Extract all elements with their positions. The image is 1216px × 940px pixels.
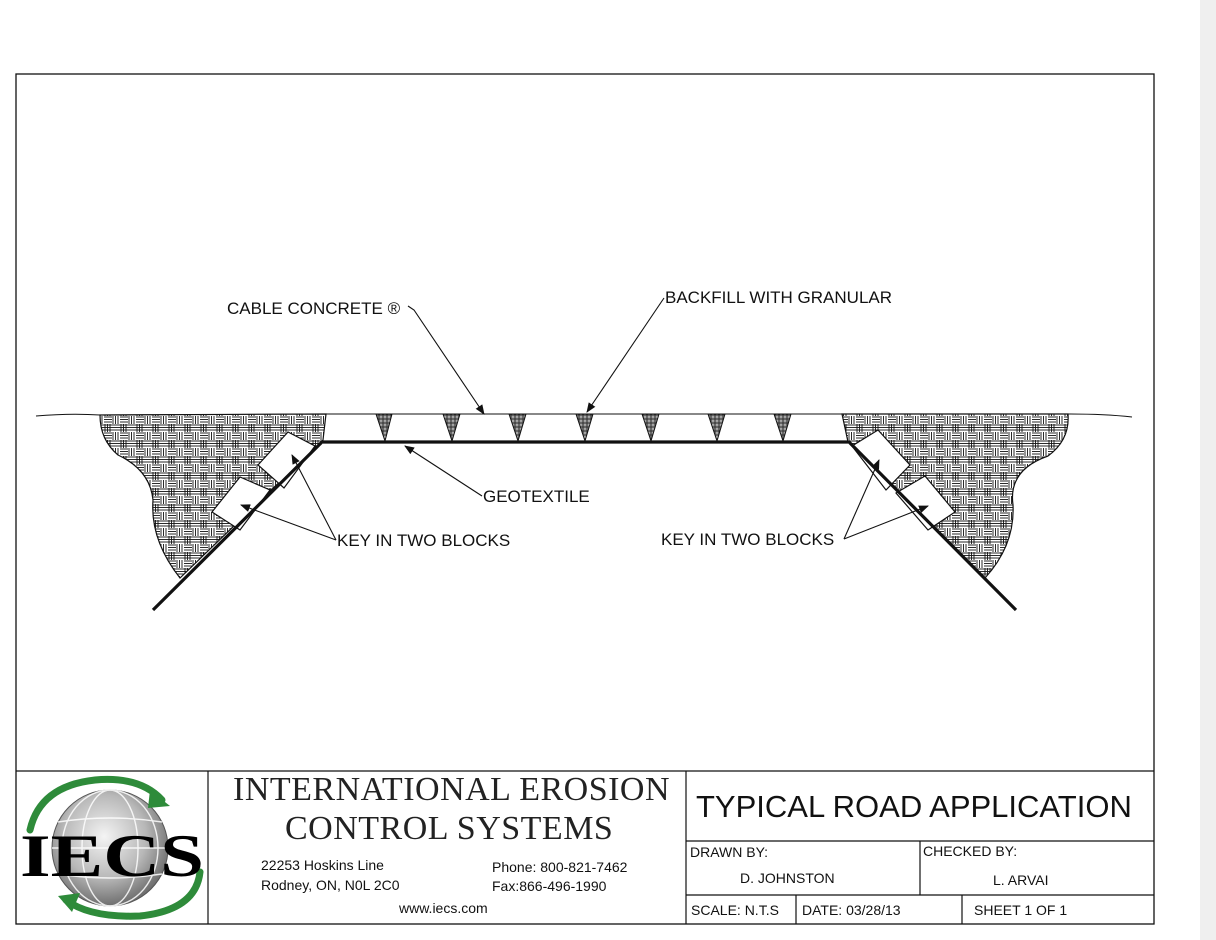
website: www.iecs.com <box>398 900 488 916</box>
address-line1: 22253 Hoskins Line <box>261 857 384 873</box>
green-swoosh-bottom <box>62 868 204 920</box>
address-line2: Rodney, ON, N0L 2C0 <box>261 877 400 893</box>
drawn-by-value: D. JOHNSTON <box>740 870 835 886</box>
logo-text: IECS <box>20 823 204 889</box>
drawing-title: TYPICAL ROAD APPLICATION <box>696 789 1132 824</box>
checked-by-label: CHECKED BY: <box>923 843 1017 859</box>
title-block <box>16 770 1154 924</box>
company-name-line1: INTERNATIONAL EROSION <box>233 771 670 808</box>
drawn-by-label: DRAWN BY: <box>690 844 768 860</box>
drawing-border <box>15 73 1155 925</box>
left-key-blocks <box>211 431 316 531</box>
label-geotextile: GEOTEXTILE <box>483 487 590 506</box>
leader-lines <box>240 297 929 541</box>
fax: Fax:866-496-1990 <box>492 878 607 894</box>
iecs-logo: IECS <box>20 775 204 920</box>
scale: SCALE: N.T.S <box>691 902 779 918</box>
sheet-number: SHEET 1 OF 1 <box>974 902 1067 918</box>
label-key-left: KEY IN TWO BLOCKS <box>337 531 510 550</box>
label-cable-concrete: CABLE CONCRETE ® <box>227 299 401 318</box>
label-key-right: KEY IN TWO BLOCKS <box>661 530 834 549</box>
phone: Phone: 800-821-7462 <box>492 859 628 875</box>
label-backfill: BACKFILL WITH GRANULAR <box>665 288 892 307</box>
granular-backfill <box>375 413 792 443</box>
company-name-line2: CONTROL SYSTEMS <box>285 810 613 847</box>
green-swoosh-top <box>26 775 166 834</box>
checked-by-value: L. ARVAI <box>993 872 1049 888</box>
right-key-blocks <box>851 429 956 531</box>
date: DATE: 03/28/13 <box>802 902 901 918</box>
